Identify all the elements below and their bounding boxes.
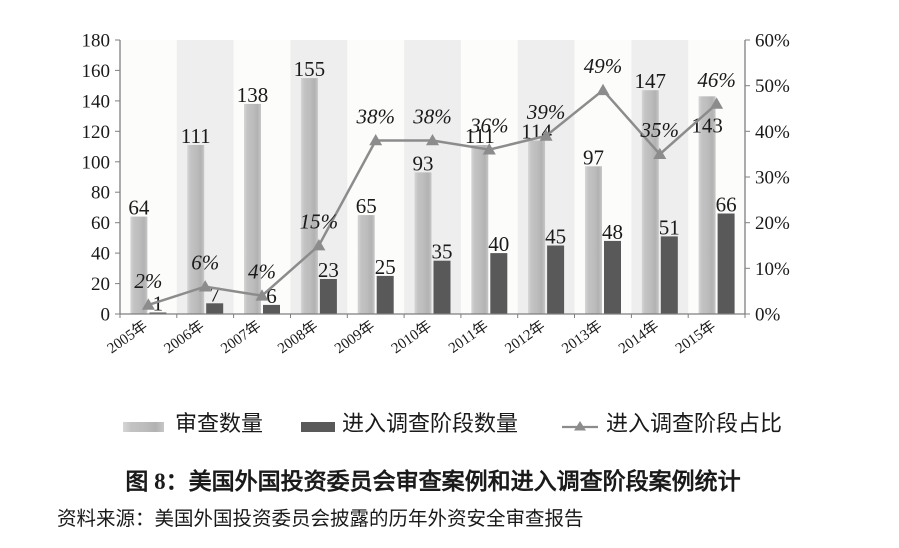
svg-text:97: 97 xyxy=(583,145,604,169)
svg-text:111: 111 xyxy=(181,124,211,148)
svg-text:49%: 49% xyxy=(584,54,623,78)
svg-text:80: 80 xyxy=(91,183,110,204)
svg-text:20: 20 xyxy=(91,274,110,295)
svg-text:60%: 60% xyxy=(755,31,790,52)
svg-text:143: 143 xyxy=(691,113,723,137)
svg-text:2008年: 2008年 xyxy=(275,317,322,357)
svg-text:40: 40 xyxy=(91,244,110,265)
svg-text:进入调查阶段占比: 进入调查阶段占比 xyxy=(606,411,782,436)
svg-text:20%: 20% xyxy=(755,213,790,234)
svg-text:25: 25 xyxy=(375,255,396,279)
svg-text:2009年: 2009年 xyxy=(331,317,378,357)
svg-text:进入调查阶段数量: 进入调查阶段数量 xyxy=(342,411,518,436)
svg-text:资料来源：美国外国投资委员会披露的历年外资安全审查报告: 资料来源：美国外国投资委员会披露的历年外资安全审查报告 xyxy=(57,508,584,530)
svg-text:2011年: 2011年 xyxy=(445,317,491,356)
svg-text:图 8：美国外国投资委员会审查案例和进入调查阶段案例统计: 图 8：美国外国投资委员会审查案例和进入调查阶段案例统计 xyxy=(125,468,740,494)
svg-text:60: 60 xyxy=(91,213,110,234)
svg-text:147: 147 xyxy=(635,69,667,93)
svg-text:2012年: 2012年 xyxy=(502,317,549,357)
svg-text:38%: 38% xyxy=(355,105,395,129)
svg-text:93: 93 xyxy=(413,151,434,175)
svg-text:40%: 40% xyxy=(755,122,790,143)
svg-text:48: 48 xyxy=(602,220,623,244)
svg-text:35%: 35% xyxy=(640,118,680,142)
svg-text:15%: 15% xyxy=(300,210,339,234)
svg-text:38%: 38% xyxy=(412,105,452,129)
svg-text:6%: 6% xyxy=(191,251,219,275)
svg-text:35: 35 xyxy=(432,240,453,264)
svg-text:40: 40 xyxy=(488,232,509,256)
svg-text:36%: 36% xyxy=(469,114,509,138)
svg-text:0%: 0% xyxy=(755,305,781,326)
svg-text:2015年: 2015年 xyxy=(672,317,719,357)
svg-text:46%: 46% xyxy=(697,68,736,92)
svg-text:50%: 50% xyxy=(755,76,790,97)
svg-text:138: 138 xyxy=(237,83,269,107)
svg-text:2%: 2% xyxy=(134,269,162,293)
svg-text:23: 23 xyxy=(318,258,339,282)
svg-text:2006年: 2006年 xyxy=(161,317,208,357)
svg-text:51: 51 xyxy=(659,215,680,239)
svg-text:2014年: 2014年 xyxy=(615,317,662,357)
svg-text:39%: 39% xyxy=(526,100,566,124)
svg-text:10%: 10% xyxy=(755,259,790,280)
svg-text:180: 180 xyxy=(82,31,111,52)
svg-text:7: 7 xyxy=(209,282,220,306)
svg-text:140: 140 xyxy=(82,91,111,112)
svg-text:2013年: 2013年 xyxy=(559,317,606,357)
svg-text:2005年: 2005年 xyxy=(104,317,151,357)
svg-text:审查数量: 审查数量 xyxy=(175,411,263,436)
svg-text:120: 120 xyxy=(82,122,111,143)
svg-text:45: 45 xyxy=(545,225,566,249)
svg-text:2007年: 2007年 xyxy=(218,317,265,357)
svg-text:155: 155 xyxy=(294,57,326,81)
svg-text:65: 65 xyxy=(356,194,377,218)
svg-text:64: 64 xyxy=(128,196,150,220)
svg-text:4%: 4% xyxy=(248,260,276,284)
svg-text:2010年: 2010年 xyxy=(388,317,435,357)
svg-text:100: 100 xyxy=(82,152,111,173)
svg-text:30%: 30% xyxy=(755,168,790,189)
svg-text:0: 0 xyxy=(101,305,111,326)
svg-text:66: 66 xyxy=(716,193,737,217)
svg-text:160: 160 xyxy=(82,61,111,82)
